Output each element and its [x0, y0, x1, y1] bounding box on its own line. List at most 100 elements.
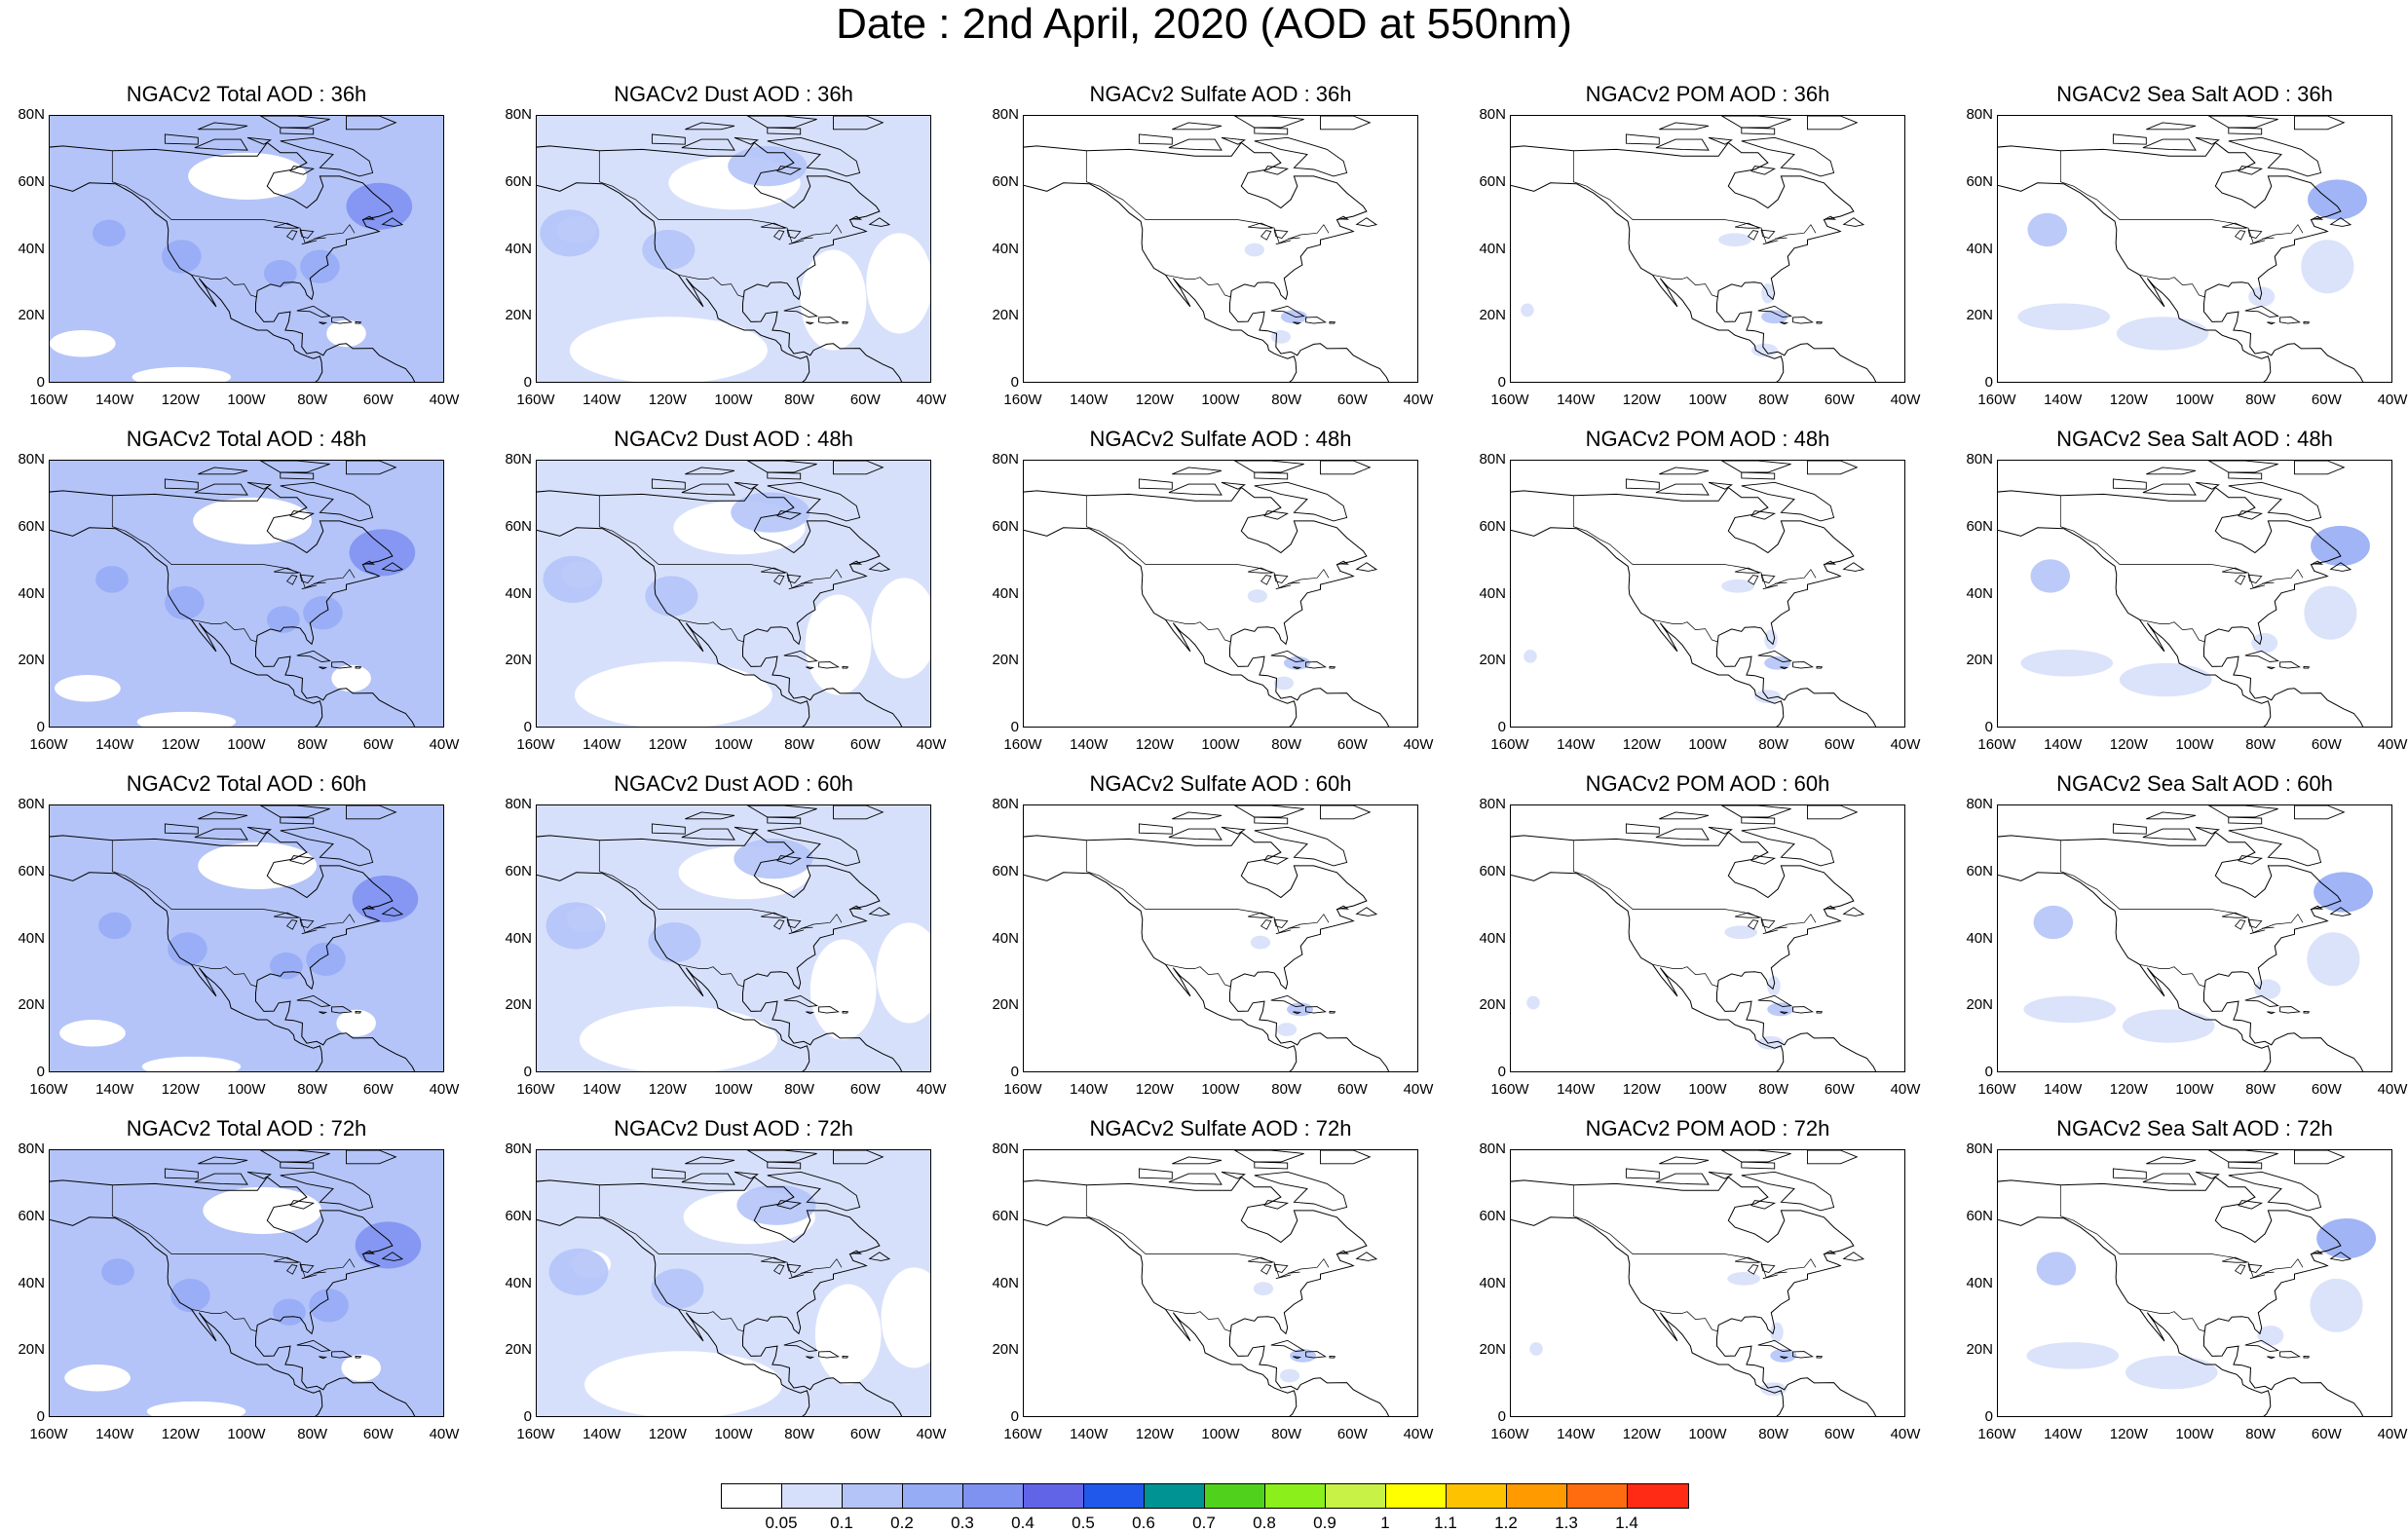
y-tick-label: 60N	[992, 172, 1019, 190]
island-outline	[2146, 1156, 2197, 1165]
aod-map	[1998, 805, 2374, 1071]
island-outline	[2207, 1150, 2278, 1163]
colorbar-swatch	[1507, 1484, 1567, 1508]
x-tick-label: 120W	[161, 392, 200, 408]
island-outline	[651, 133, 686, 145]
y-tick-label: 40N	[992, 929, 1019, 947]
island-outline	[1792, 1006, 1814, 1014]
aod-plume	[168, 932, 207, 966]
y-tick-label: 40N	[505, 929, 532, 947]
island-outline	[1807, 1150, 1859, 1165]
island-outline	[2279, 1006, 2301, 1014]
aod-plume	[2122, 1009, 2215, 1043]
us-canada-border	[2059, 150, 2304, 244]
y-tick-label: 60N	[18, 862, 45, 879]
aod-low-region	[188, 152, 307, 200]
y-tick-label: 0	[523, 1064, 532, 1080]
x-tick-label: 80W	[2245, 736, 2276, 753]
island-outline	[280, 826, 374, 867]
map-plot-area	[49, 460, 444, 728]
lake-outline	[2249, 929, 2266, 935]
coastline-east	[1024, 831, 1390, 1071]
island-outline	[1780, 321, 1789, 325]
colorbar-tick-label: 1.4	[1615, 1514, 1638, 1532]
y-tick-label: 20N	[1966, 996, 1993, 1014]
lake-outline	[1747, 230, 1759, 241]
panel-title: NGACv2 Sea Salt AOD : 36h	[2056, 82, 2333, 106]
lake-outline	[2221, 567, 2247, 574]
x-tick-label: 120W	[1622, 1081, 1661, 1098]
x-tick-label: 40W	[1403, 736, 1434, 753]
aod-plume	[2116, 317, 2209, 351]
x-tick-label: 120W	[1135, 1426, 1174, 1442]
x-tick-label: 80W	[1271, 1426, 1302, 1442]
x-tick-label: 80W	[1271, 736, 1302, 753]
island-outline	[194, 483, 248, 496]
island-outline	[2142, 828, 2197, 841]
x-tick-label: 80W	[297, 736, 328, 753]
aod-plume	[2257, 1325, 2284, 1346]
x-tick-label: 160W	[1490, 736, 1529, 753]
island-outline	[783, 1339, 818, 1353]
x-tick-label: 140W	[1557, 392, 1596, 408]
island-outline	[1138, 1168, 1173, 1179]
island-outline	[164, 823, 199, 835]
aod-map	[50, 461, 443, 727]
x-tick-label: 140W	[95, 392, 134, 408]
x-tick-label: 40W	[916, 1426, 947, 1442]
island-outline	[1741, 481, 1835, 522]
y-tick-label: 80N	[1966, 1140, 1993, 1157]
island-outline	[194, 828, 248, 841]
x-tick-label: 40W	[1890, 1081, 1921, 1098]
us-mexico-border	[678, 618, 744, 643]
aod-low-region	[50, 330, 116, 357]
island-outline	[746, 461, 817, 473]
island-outline	[355, 320, 362, 324]
island-outline	[1750, 1200, 1777, 1210]
island-outline	[2303, 1010, 2311, 1014]
lake-outline	[2262, 581, 2275, 584]
island-outline	[194, 1173, 248, 1185]
island-outline	[2195, 136, 2221, 145]
us-mexico-border	[191, 274, 257, 298]
x-tick-label: 140W	[2044, 1426, 2083, 1442]
lake-outline	[1775, 1271, 1787, 1274]
colorbar-swatch	[1567, 1484, 1628, 1508]
island-outline	[2238, 510, 2264, 520]
colorbar-swatch	[1205, 1484, 1265, 1508]
island-outline	[2207, 461, 2278, 473]
island-outline	[1659, 811, 1710, 820]
island-outline	[319, 321, 328, 325]
x-tick-label: 160W	[1003, 736, 1042, 753]
island-outline	[1270, 650, 1305, 663]
island-outline	[1659, 1156, 1710, 1165]
island-outline	[783, 650, 818, 663]
island-outline	[1780, 666, 1789, 670]
island-outline	[2207, 116, 2278, 129]
y-tick-label: 80N	[18, 451, 45, 467]
us-canada-border	[598, 150, 843, 244]
colorbar-tick-label: 1	[1380, 1514, 1390, 1532]
island-outline	[1625, 133, 1660, 145]
island-outline	[296, 1339, 331, 1353]
us-canada-border	[1572, 840, 1817, 934]
colorbar-tick-label: 1.2	[1494, 1514, 1518, 1532]
coastline-east	[1024, 1176, 1390, 1416]
x-tick-label: 60W	[849, 392, 881, 408]
map-plot-area	[1997, 115, 2392, 383]
island-outline	[767, 136, 861, 177]
island-outline	[1263, 510, 1290, 520]
island-outline	[1720, 116, 1791, 129]
us-mexico-border	[2139, 274, 2205, 298]
lake-outline	[1288, 237, 1300, 240]
island-outline	[331, 317, 353, 324]
aod-map	[50, 116, 443, 382]
lake-outline	[760, 912, 786, 918]
island-outline	[1655, 1173, 1710, 1185]
island-outline	[868, 907, 891, 916]
y-tick-label: 60N	[505, 517, 532, 535]
island-outline	[1355, 562, 1378, 572]
lake-outline	[1247, 567, 1273, 574]
aod-low-region	[203, 1186, 322, 1234]
island-outline	[1254, 136, 1348, 177]
